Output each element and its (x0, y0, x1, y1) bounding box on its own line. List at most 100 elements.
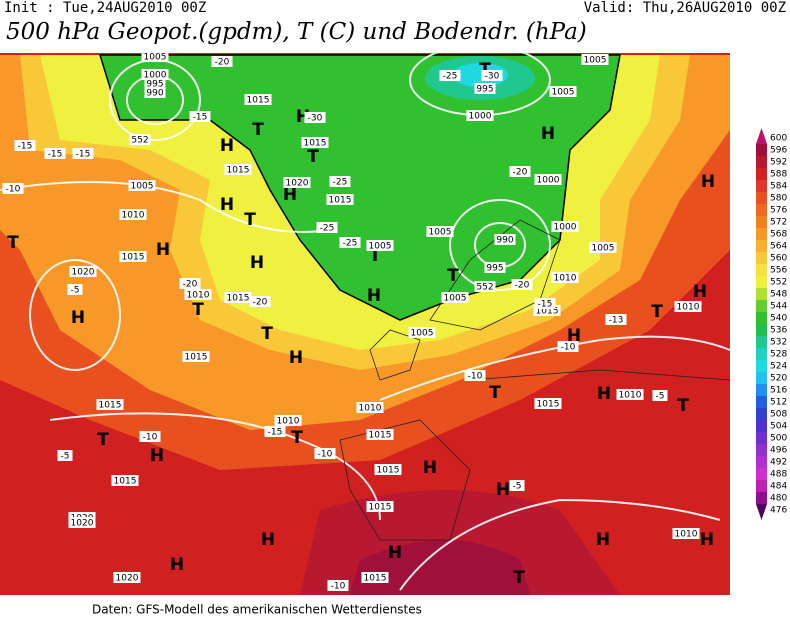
pressure-center: H (150, 446, 164, 466)
map-label: -15 (18, 142, 33, 152)
pressure-center: T (7, 233, 19, 253)
label-box (466, 110, 494, 121)
label-box (129, 134, 151, 145)
colorbar-cell (756, 156, 767, 168)
map-label: -20 (253, 298, 268, 308)
coastline (369, 329, 421, 381)
label-box (14, 140, 36, 151)
colorbar-cell (756, 324, 767, 336)
colorbar-cell (756, 276, 767, 288)
colorbar-cell (756, 420, 767, 432)
map-label: 552 (476, 283, 493, 293)
colorbar-cell (756, 240, 767, 252)
colorbar-cell (756, 408, 767, 420)
map-label: 1010 (677, 303, 700, 313)
map-label: -5 (656, 392, 665, 402)
pressure-center: T (244, 210, 256, 230)
map-label: 995 (476, 85, 493, 95)
label-box (366, 501, 394, 512)
map-label: 1000 (469, 112, 492, 122)
label-box (509, 166, 531, 177)
map-label: 1020 (286, 179, 309, 189)
map-label: 1000 (537, 176, 560, 186)
map (0, 44, 731, 595)
isobar (449, 199, 551, 291)
label-box (119, 209, 147, 220)
colorbar-label: 532 (770, 338, 787, 348)
map-label: 1015 (304, 139, 327, 149)
map-label: -10 (6, 185, 21, 195)
label-box (534, 398, 562, 409)
colorbar-label: 508 (770, 410, 787, 420)
label-box (72, 148, 94, 159)
label-box (144, 87, 166, 98)
map-label: 1005 (369, 242, 392, 252)
map-label: 990 (496, 236, 513, 246)
colorbar-cell (756, 492, 767, 504)
map-label: 1000 (554, 223, 577, 233)
colorbar-cell (756, 216, 767, 228)
colorbar-cell (756, 180, 767, 192)
label-box (474, 83, 496, 94)
map-label: -15 (48, 150, 63, 160)
label-box (189, 111, 211, 122)
label-box (481, 70, 503, 81)
label-box (274, 415, 302, 426)
colorbar-cell (756, 264, 767, 276)
label-box (128, 180, 156, 191)
map-label: 1015 (185, 353, 208, 363)
map-label: -10 (561, 343, 576, 353)
label-box (316, 222, 338, 233)
footer: Daten: GFS-Modell des amerikanischen Wet… (92, 603, 422, 617)
label-box (474, 281, 496, 292)
label-box (464, 370, 486, 381)
colorbar-label: 524 (770, 362, 787, 372)
colorbar-cell (756, 192, 767, 204)
colorbar-label: 516 (770, 386, 787, 396)
colorbar-cell (756, 348, 767, 360)
map-label: -10 (331, 582, 346, 592)
label-box (672, 528, 700, 539)
label-box (96, 399, 124, 410)
pressure-center: H (388, 543, 402, 563)
map-label: -20 (513, 168, 528, 178)
label-box (139, 431, 161, 442)
pressure-center: T (97, 430, 109, 450)
label-box (652, 390, 668, 401)
label-box (283, 177, 311, 188)
label-box (224, 292, 252, 303)
map-label: 1005 (131, 182, 154, 192)
pressure-center: H (170, 555, 184, 575)
colorbar-cell (756, 336, 767, 348)
label-box (374, 464, 402, 475)
map-label: -15 (76, 150, 91, 160)
pressure-center: H (289, 348, 303, 368)
colorbar-label: 536 (770, 326, 787, 336)
label-box (2, 183, 24, 194)
label-box (301, 137, 329, 148)
map-label: -25 (333, 178, 348, 188)
map-label: -5 (61, 452, 70, 462)
label-box (509, 480, 525, 491)
pressure-center: H (156, 240, 170, 260)
label-box (361, 572, 389, 583)
colorbar-label: 488 (770, 470, 787, 480)
label-box (533, 305, 561, 316)
map-label: -10 (318, 450, 333, 460)
map-label: 995 (146, 80, 163, 90)
map-label: 1005 (592, 244, 615, 254)
map-label: 1005 (444, 294, 467, 304)
label-box (441, 292, 469, 303)
coastline (429, 219, 561, 331)
label-box (224, 164, 252, 175)
colorbar-label: 568 (770, 230, 787, 240)
colorbar-label: 504 (770, 422, 787, 432)
pressure-center: T (252, 120, 264, 140)
colorbar-cell (756, 168, 767, 180)
pressure-center: T (192, 300, 204, 320)
label-box (484, 262, 506, 273)
label-box (551, 272, 579, 283)
map-label: -25 (443, 72, 458, 82)
label-box (141, 51, 169, 62)
pressure-center: H (596, 530, 610, 550)
